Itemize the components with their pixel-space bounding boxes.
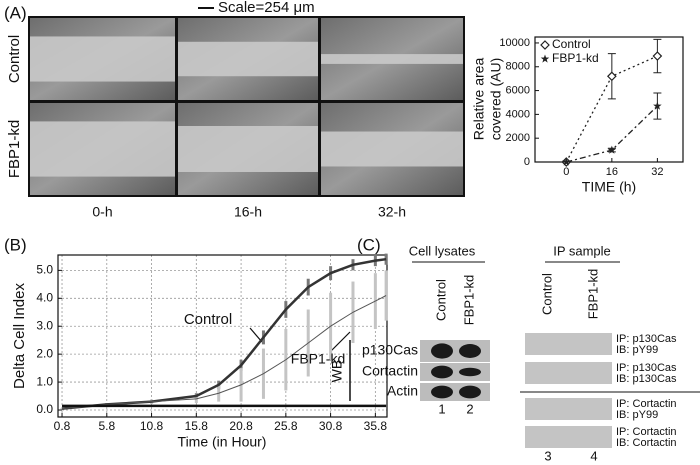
legend-label: FBP1-kd	[552, 51, 599, 65]
marker	[607, 145, 617, 154]
y-tick-label: 4000	[506, 108, 530, 120]
x-tick-label: 20.8	[229, 419, 253, 433]
x-axis-label: Time (in Hour)	[178, 434, 267, 450]
y-tick-label: 1.0	[36, 374, 53, 388]
x-tick-label: 0.8	[54, 419, 71, 433]
column-label: 32-h	[378, 204, 406, 220]
legend-marker	[540, 40, 550, 50]
row-label: FBP1-kd	[6, 120, 23, 178]
x-tick-label: 0	[563, 166, 569, 178]
blot-band	[459, 344, 481, 358]
x-tick-label: 5.8	[98, 419, 115, 433]
y-tick-label: 2000	[506, 132, 530, 144]
row-label: IB: p130Cas	[616, 373, 677, 385]
x-axis-label: TIME (h)	[582, 179, 636, 195]
annotation-arrow	[329, 331, 351, 353]
blot-band	[459, 385, 481, 399]
blot-strip	[525, 398, 612, 420]
x-tick-label: 15.8	[185, 419, 209, 433]
row-label: p130Cas	[362, 342, 418, 358]
column-label: 0-h	[92, 204, 112, 220]
row-label: IP: Cortactin	[616, 426, 677, 438]
y-tick-label: 4.0	[36, 290, 53, 304]
group-label: WB	[329, 360, 345, 383]
y-tick-label: 8000	[506, 61, 530, 73]
annotation: FBP1-kd	[291, 351, 345, 367]
y-tick-label: 0	[524, 156, 530, 168]
lane-header: FBP1-kd	[585, 269, 600, 320]
wound-gap	[178, 41, 318, 77]
blot-band	[431, 365, 453, 379]
panel-label: (C)	[357, 235, 381, 254]
row-label: IB: pY99	[616, 409, 658, 421]
x-tick-label: 30.8	[319, 419, 343, 433]
y-tick-label: 5.0	[36, 263, 53, 277]
y-tick-label: 10000	[499, 37, 530, 49]
blot-title: IP sample	[553, 243, 611, 258]
blot-band	[431, 385, 453, 399]
wound-gap	[321, 54, 463, 64]
y-axis-label: covered (AU)	[488, 58, 504, 140]
lane-number: 1	[438, 401, 445, 416]
lane-number: 2	[466, 401, 473, 416]
row-label: Actin	[387, 383, 418, 399]
blot-band	[459, 367, 481, 377]
blot-strip	[525, 362, 612, 384]
blot-title: Cell lysates	[409, 243, 476, 258]
plot-frame	[57, 254, 388, 418]
legend-marker	[540, 54, 550, 63]
plot-frame	[534, 36, 684, 163]
wound-gap	[30, 121, 175, 177]
wound-gap	[321, 131, 463, 167]
y-axis-label: Delta Cell Index	[11, 283, 28, 389]
panel-label: (A)	[4, 3, 27, 22]
x-tick-label: 32	[651, 166, 663, 178]
x-tick-label: 25.8	[274, 419, 298, 433]
series-line	[61, 295, 387, 410]
marker	[562, 157, 571, 166]
lane-number: 4	[590, 448, 597, 463]
blot-band	[431, 343, 453, 359]
row-label: IP: p130Cas	[616, 333, 677, 345]
y-axis-label: Relative area	[471, 58, 487, 141]
y-tick-label: 6000	[506, 84, 530, 96]
wound-gap	[178, 126, 318, 172]
y-tick-label: 2.0	[36, 346, 53, 360]
annotation: Control	[184, 311, 232, 328]
blot-strip	[525, 333, 612, 355]
x-tick-label: 35.8	[364, 419, 388, 433]
series-line	[565, 55, 658, 163]
marker	[653, 101, 662, 110]
lane-header: Control	[433, 279, 448, 321]
annotation-arrow	[249, 327, 263, 343]
x-tick-label: 10.8	[140, 419, 164, 433]
column-label: 16-h	[234, 204, 262, 220]
panel-label: (B)	[4, 235, 27, 254]
series-line	[566, 105, 658, 163]
marker	[606, 71, 617, 82]
lane-header: Control	[539, 273, 554, 315]
row-label: IP: Cortactin	[616, 398, 677, 410]
legend-label: Control	[552, 37, 591, 51]
y-tick-label: 3.0	[36, 318, 53, 332]
row-label: IB: pY99	[616, 344, 658, 356]
blot-strip	[525, 426, 612, 448]
x-tick-label: 16	[606, 166, 618, 178]
wound-gap	[30, 36, 175, 82]
series-line	[61, 257, 387, 410]
row-label: IB: Cortactin	[616, 437, 677, 449]
y-tick-label: 0.0	[36, 402, 53, 416]
row-label: Control	[6, 35, 23, 83]
marker	[652, 51, 663, 61]
row-label: Cortactin	[362, 363, 418, 379]
lane-header: FBP1-kd	[461, 275, 476, 326]
lane-number: 3	[544, 448, 551, 463]
row-label: IP: p130Cas	[616, 362, 677, 374]
scale-label: Scale=254 μm	[218, 0, 315, 16]
